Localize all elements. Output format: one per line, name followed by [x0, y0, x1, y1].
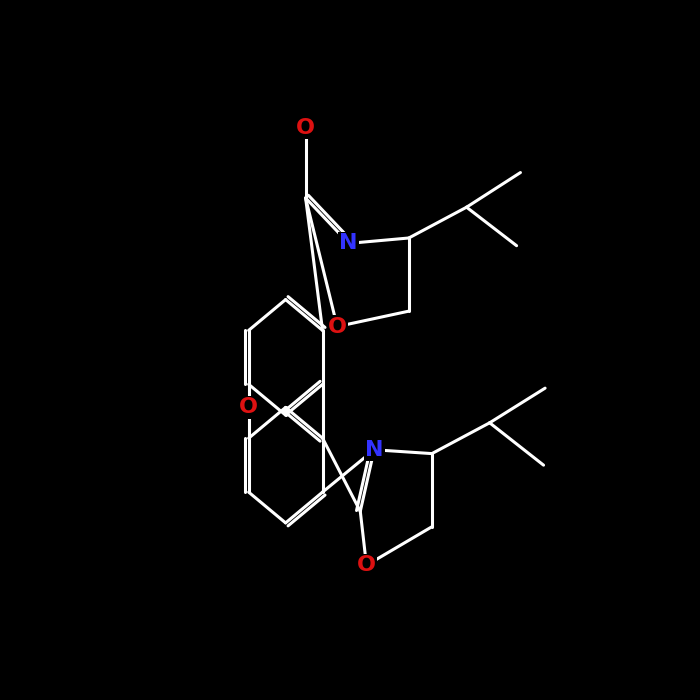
- Text: O: O: [296, 118, 315, 138]
- Text: O: O: [239, 398, 258, 417]
- Text: O: O: [328, 316, 346, 337]
- Text: O: O: [357, 555, 376, 575]
- Text: N: N: [365, 440, 384, 460]
- Text: N: N: [340, 233, 358, 253]
